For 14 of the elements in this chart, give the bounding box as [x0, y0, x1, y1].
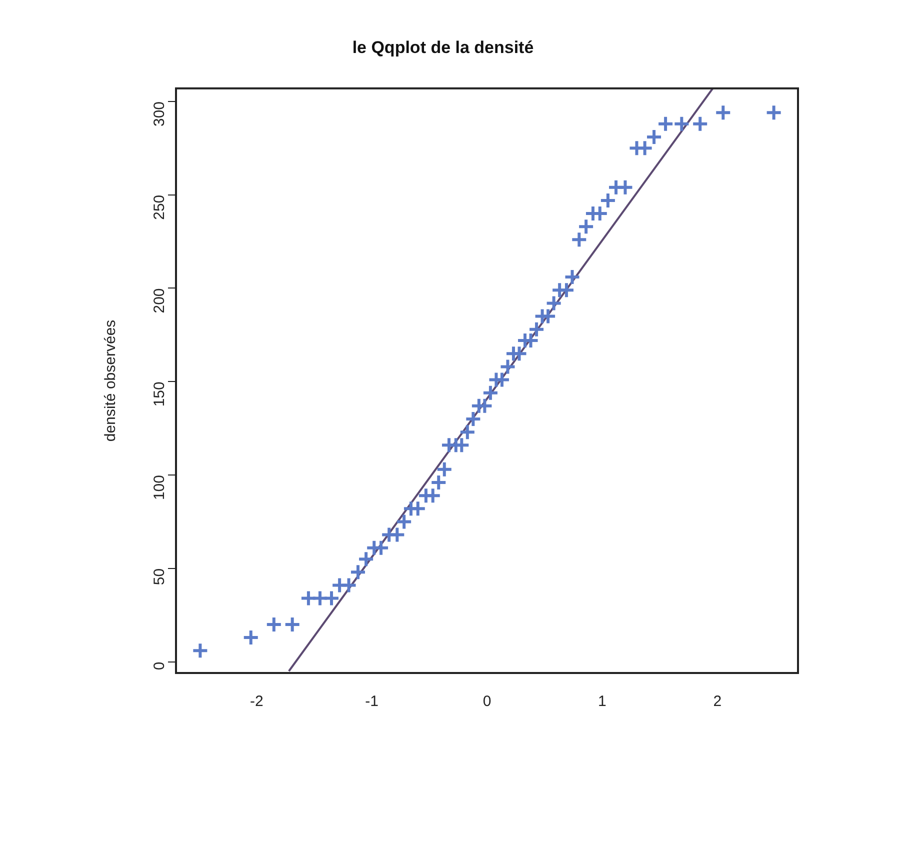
y-tick-label: 50 — [151, 568, 168, 586]
y-tick-label: 100 — [151, 475, 168, 500]
chart-title: le Qqplot de la densité — [352, 38, 534, 57]
y-tick-label: 300 — [151, 101, 168, 127]
x-tick-label: 0 — [482, 693, 492, 710]
y-tick-label: 150 — [151, 382, 168, 407]
y-axis-title: densité observées — [102, 320, 120, 442]
y-tick-label: 200 — [151, 288, 168, 314]
x-tick-label: 2 — [713, 693, 722, 710]
x-tick-label: -1 — [365, 693, 378, 710]
y-tick-label: 0 — [151, 662, 168, 670]
x-tick-label: -2 — [250, 693, 264, 710]
x-tick-label: 1 — [598, 693, 606, 710]
y-tick-label: 250 — [151, 194, 168, 220]
